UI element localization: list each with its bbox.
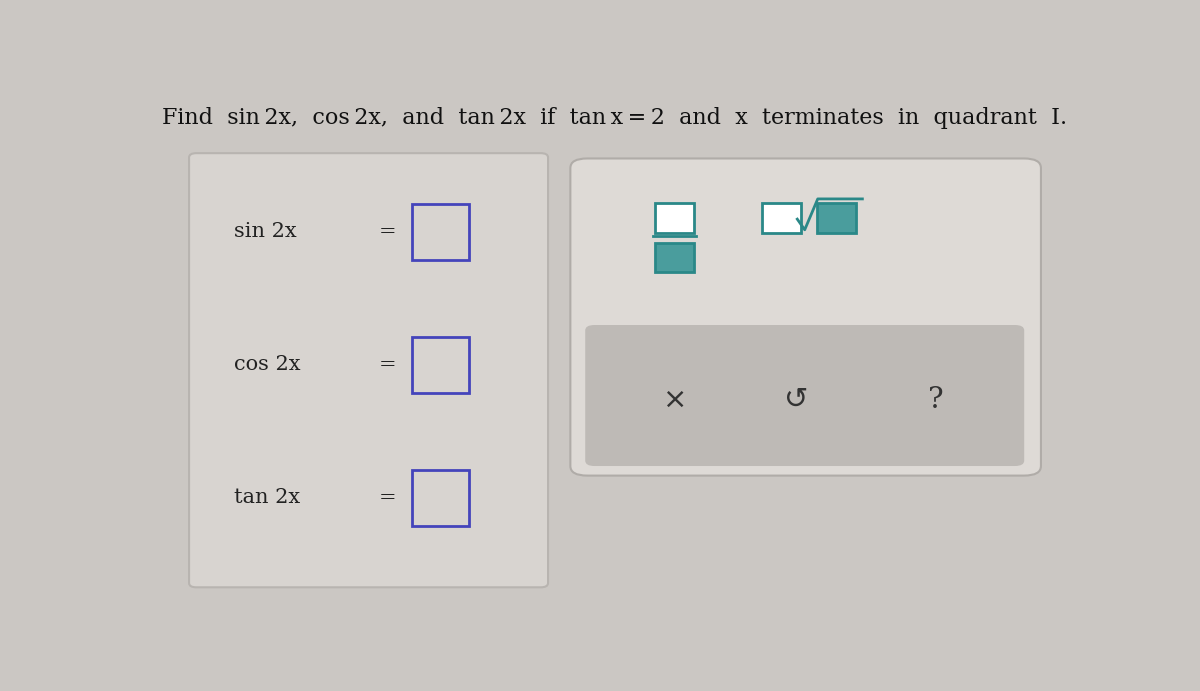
FancyBboxPatch shape [570, 158, 1040, 475]
Text: =: = [378, 223, 396, 241]
Text: ×: × [664, 386, 688, 413]
Text: ?: ? [928, 386, 943, 413]
FancyBboxPatch shape [817, 203, 856, 233]
Text: tan 2x: tan 2x [234, 489, 300, 507]
Text: sin 2x: sin 2x [234, 223, 296, 241]
Text: cos 2x: cos 2x [234, 355, 300, 375]
FancyBboxPatch shape [586, 325, 1024, 466]
Text: =: = [378, 355, 396, 375]
Text: ↺: ↺ [784, 386, 809, 413]
Text: =: = [378, 489, 396, 507]
Text: Find  sin 2x,  cos 2x,  and  tan 2x  if  tan x = 2  and  x  terminates  in  quad: Find sin 2x, cos 2x, and tan 2x if tan x… [162, 106, 1068, 129]
FancyBboxPatch shape [762, 203, 802, 233]
FancyBboxPatch shape [190, 153, 548, 587]
FancyBboxPatch shape [655, 203, 694, 233]
FancyBboxPatch shape [655, 243, 694, 272]
